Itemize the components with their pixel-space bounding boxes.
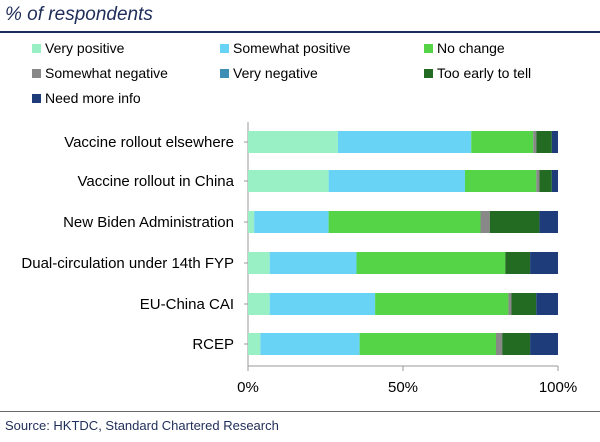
bar-eu-china-cai-need-more-info (536, 293, 558, 315)
category-label-vaccine-rollout-elsewhere: Vaccine rollout elsewhere (64, 134, 234, 151)
x-tick-label-50: 50% (388, 379, 418, 396)
bar-vaccine-rollout-in-china-somewhat-negative (536, 170, 540, 192)
bar-new-biden-administration-somewhat-positive (254, 211, 329, 233)
bar-new-biden-administration-somewhat-negative (480, 211, 490, 233)
bar-vaccine-rollout-elsewhere-very-positive (248, 131, 338, 153)
category-label-eu-china-cai: EU-China CAI (140, 296, 234, 313)
category-label-vaccine-rollout-in-china: Vaccine rollout in China (78, 173, 235, 190)
category-label-dual-circulation-under-14th-fyp: Dual-circulation under 14th FYP (21, 255, 234, 272)
bar-dual-circulation-under-14th-fyp-very-positive (248, 252, 270, 274)
bar-vaccine-rollout-elsewhere-too-early-to-tell (536, 131, 552, 153)
legend-swatch-no-change (424, 44, 433, 53)
bar-new-biden-administration-very-positive (248, 211, 255, 233)
legend-label-too-early-to-tell: Too early to tell (437, 65, 531, 81)
bar-rcep-need-more-info (530, 333, 558, 355)
legend-swatch-somewhat-negative (32, 69, 41, 78)
legend-swatch-somewhat-positive (220, 44, 229, 53)
category-label-new-biden-administration: New Biden Administration (63, 214, 234, 231)
bar-rcep-too-early-to-tell (502, 333, 531, 355)
bar-dual-circulation-under-14th-fyp-no-change (356, 252, 506, 274)
bar-dual-circulation-under-14th-fyp-somewhat-positive (269, 252, 357, 274)
bar-new-biden-administration-need-more-info (539, 211, 558, 233)
bar-vaccine-rollout-in-china-no-change (465, 170, 537, 192)
bar-rcep-very-positive (248, 333, 261, 355)
bar-new-biden-administration-no-change (328, 211, 481, 233)
bar-rcep-somewhat-negative (496, 333, 503, 355)
bar-vaccine-rollout-in-china-somewhat-positive (328, 170, 465, 192)
legend-swatch-too-early-to-tell (424, 69, 433, 78)
bar-rcep-somewhat-positive (260, 333, 360, 355)
bar-dual-circulation-under-14th-fyp-need-more-info (530, 252, 558, 274)
x-tick-label-100: 100% (539, 379, 577, 396)
bar-eu-china-cai-somewhat-positive (269, 293, 376, 315)
bar-vaccine-rollout-in-china-need-more-info (551, 170, 558, 192)
bar-rcep-no-change (359, 333, 496, 355)
bar-new-biden-administration-too-early-to-tell (489, 211, 540, 233)
legend-label-no-change: No change (437, 40, 505, 56)
bar-eu-china-cai-no-change (375, 293, 509, 315)
legend-label-need-more-info: Need more info (45, 90, 141, 106)
chart-title: % of respondents (5, 4, 153, 25)
legend-label-somewhat-negative: Somewhat negative (45, 65, 168, 81)
category-label-rcep: RCEP (192, 336, 234, 353)
legend-label-very-positive: Very positive (45, 40, 125, 56)
legend-swatch-very-positive (32, 44, 41, 53)
legend-label-somewhat-positive: Somewhat positive (233, 40, 351, 56)
bar-eu-china-cai-somewhat-negative (508, 293, 512, 315)
bar-eu-china-cai-very-positive (248, 293, 270, 315)
bar-vaccine-rollout-in-china-too-early-to-tell (539, 170, 552, 192)
bar-vaccine-rollout-elsewhere-somewhat-negative (533, 131, 537, 153)
bar-dual-circulation-under-14th-fyp-too-early-to-tell (505, 252, 531, 274)
legend-swatch-very-negative (220, 69, 229, 78)
bar-eu-china-cai-too-early-to-tell (511, 293, 537, 315)
source-note: Source: HKTDC, Standard Chartered Resear… (5, 418, 279, 433)
legend-swatch-need-more-info (32, 94, 41, 103)
title-divider (0, 31, 600, 33)
bar-vaccine-rollout-elsewhere-need-more-info (551, 131, 558, 153)
source-divider (0, 411, 600, 412)
bar-vaccine-rollout-elsewhere-somewhat-positive (337, 131, 472, 153)
x-tick-label-0: 0% (237, 379, 259, 396)
bar-vaccine-rollout-in-china-very-positive (248, 170, 329, 192)
bar-vaccine-rollout-elsewhere-no-change (471, 131, 534, 153)
legend-label-very-negative: Very negative (233, 65, 318, 81)
